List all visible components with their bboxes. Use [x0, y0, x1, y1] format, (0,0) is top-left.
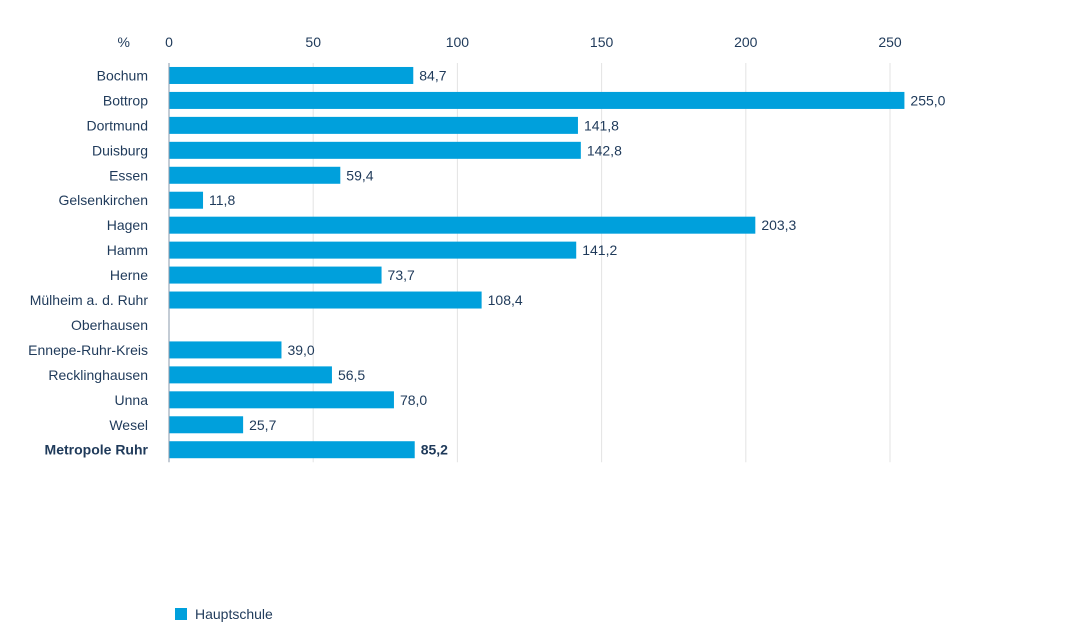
bar-herne — [169, 266, 382, 284]
category-label-unna: Unna — [115, 392, 149, 408]
value-label-bottrop: 255,0 — [910, 92, 945, 108]
bar-hamm — [169, 241, 577, 259]
value-labels: 84,7 255,0 141,8 142,8 59,4 11,8 203,3 141,2 73,… — [209, 67, 946, 457]
x-tick-label-150: 150 — [590, 34, 614, 50]
bar-chart: 0 50 100 150 200 250 % Bochum Bottrop Dortmund D… — [28, 34, 946, 463]
category-label-essen: Essen — [109, 167, 148, 183]
x-tick-label-250: 250 — [878, 34, 902, 50]
category-label-oberhausen: Oberhausen — [71, 317, 148, 333]
category-label-hamm: Hamm — [107, 242, 148, 258]
x-tick-label-50: 50 — [305, 34, 321, 50]
value-label-herne: 73,7 — [388, 267, 415, 283]
category-labels: Bochum Bottrop Dortmund Duisburg Essen Gelsen… — [28, 67, 148, 457]
x-axis-ticks: 0 50 100 150 200 250 — [165, 34, 902, 50]
value-label-recklinghausen: 56,5 — [338, 367, 365, 383]
value-label-wesel: 25,7 — [249, 417, 276, 433]
bar-duisburg — [169, 141, 581, 159]
category-label-mülheim-a-d-ruhr: Mülheim a. d. Ruhr — [30, 292, 149, 308]
value-label-hamm: 141,2 — [582, 242, 617, 258]
bar-gelsenkirchen — [169, 191, 204, 209]
value-label-bochum: 84,7 — [419, 67, 446, 83]
legend: Hauptschule — [175, 606, 273, 622]
bar-wesel — [169, 416, 244, 434]
bar-bochum — [169, 66, 414, 84]
bar-metropole-ruhr — [169, 441, 415, 459]
bar-dortmund — [169, 116, 578, 134]
value-label-unna: 78,0 — [400, 392, 427, 408]
category-label-ennepe-ruhr-kreis: Ennepe-Ruhr-Kreis — [28, 342, 148, 358]
category-label-recklinghausen: Recklinghausen — [48, 367, 148, 383]
bar-recklinghausen — [169, 366, 332, 384]
bar-unna — [169, 391, 394, 409]
value-label-metropole-ruhr: 85,2 — [421, 442, 448, 458]
x-tick-label-0: 0 — [165, 34, 173, 50]
bars — [169, 66, 905, 459]
legend-swatch-hauptschule — [175, 608, 187, 620]
category-label-wesel: Wesel — [109, 417, 148, 433]
category-label-bochum: Bochum — [97, 67, 148, 83]
x-tick-label-100: 100 — [446, 34, 470, 50]
value-label-gelsenkirchen: 11,8 — [209, 192, 235, 208]
bar-bottrop — [169, 91, 905, 109]
category-label-hagen: Hagen — [107, 217, 148, 233]
value-label-duisburg: 142,8 — [587, 142, 622, 158]
category-label-gelsenkirchen: Gelsenkirchen — [59, 192, 149, 208]
category-label-duisburg: Duisburg — [92, 142, 148, 158]
value-label-essen: 59,4 — [346, 167, 373, 183]
value-label-hagen: 203,3 — [761, 217, 796, 233]
value-label-dortmund: 141,8 — [584, 117, 619, 133]
value-label-mülheim-a-d-ruhr: 108,4 — [488, 292, 523, 308]
category-label-bottrop: Bottrop — [103, 92, 148, 108]
x-tick-label-200: 200 — [734, 34, 758, 50]
bar-ennepe-ruhr-kreis — [169, 341, 282, 359]
unit-label: % — [118, 34, 130, 50]
category-label-herne: Herne — [110, 267, 148, 283]
bar-mülheim-a-d-ruhr — [169, 291, 482, 309]
bar-hagen — [169, 216, 756, 234]
legend-label-hauptschule: Hauptschule — [195, 606, 273, 622]
value-label-ennepe-ruhr-kreis: 39,0 — [287, 342, 314, 358]
category-label-metropole-ruhr: Metropole Ruhr — [45, 442, 149, 458]
category-label-dortmund: Dortmund — [87, 117, 148, 133]
bar-essen — [169, 166, 341, 184]
